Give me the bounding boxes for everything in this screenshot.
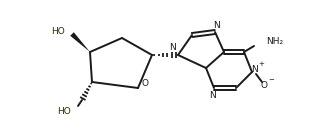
Text: O: O — [261, 82, 268, 90]
Text: N: N — [170, 43, 176, 53]
Text: HO: HO — [51, 26, 65, 36]
Text: NH₂: NH₂ — [266, 38, 283, 46]
Text: N: N — [250, 65, 258, 75]
Polygon shape — [70, 32, 90, 52]
Text: −: − — [268, 77, 274, 83]
Text: N: N — [209, 92, 215, 100]
Text: O: O — [142, 80, 149, 89]
Text: HO: HO — [57, 107, 71, 116]
Text: +: + — [258, 61, 264, 67]
Text: N: N — [213, 21, 219, 30]
